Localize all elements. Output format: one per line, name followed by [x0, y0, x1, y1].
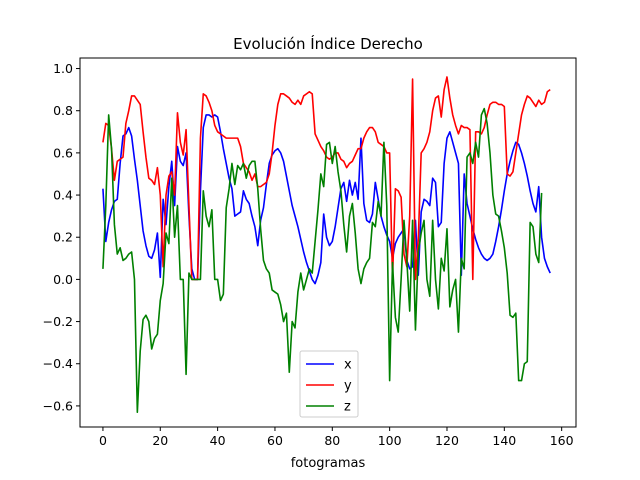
- series-line-y: [102, 76, 551, 281]
- x-tick-label: 80: [324, 433, 340, 448]
- legend-label-y: y: [344, 379, 352, 394]
- chart-title: Evolución Índice Derecho: [233, 34, 423, 53]
- x-tick-label: 0: [99, 433, 107, 448]
- series-layer: [102, 76, 551, 414]
- series-line-z: [102, 107, 543, 414]
- legend-label-z: z: [344, 400, 351, 415]
- x-tick-label: 40: [210, 433, 226, 448]
- y-tick-label: 1.0: [53, 61, 73, 76]
- y-tick-label: 0.8: [53, 103, 73, 118]
- series-line-x: [102, 114, 551, 285]
- y-axis-ticks: −0.6 −0.4 −0.2 0.0 0.2 0.4 0.6 0.8 1.0: [43, 61, 80, 413]
- y-tick-label: −0.4: [43, 356, 73, 371]
- y-tick-label: −0.2: [43, 314, 73, 329]
- x-tick-label: 20: [152, 433, 168, 448]
- y-tick-label: 0.0: [53, 272, 73, 287]
- x-tick-label: 160: [550, 433, 574, 448]
- y-tick-label: 0.4: [53, 188, 73, 203]
- x-axis-ticks: 0 20 40 60 80 100 120 140 160: [99, 427, 574, 448]
- y-tick-label: 0.2: [53, 230, 73, 245]
- x-tick-label: 60: [267, 433, 283, 448]
- x-tick-label: 120: [435, 433, 459, 448]
- x-tick-label: 100: [378, 433, 402, 448]
- y-tick-label: 0.6: [53, 145, 73, 160]
- x-axis-label: fotogramas: [291, 456, 366, 471]
- plot-frame: [79, 57, 577, 428]
- legend: xyz: [299, 350, 359, 418]
- y-tick-label: −0.6: [43, 398, 73, 413]
- x-tick-label: 140: [492, 433, 516, 448]
- legend-box: [299, 350, 359, 418]
- legend-label-x: x: [344, 358, 352, 373]
- plot-area: [102, 76, 551, 414]
